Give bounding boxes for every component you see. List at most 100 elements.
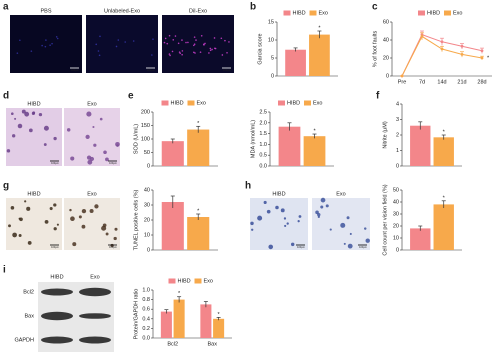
cell [51, 42, 53, 45]
significance-mark: * [197, 121, 200, 127]
x-tick-label: 7d [419, 79, 425, 85]
image-caption: HIBD [27, 191, 40, 197]
cell [116, 144, 119, 147]
cell [81, 224, 86, 229]
cell [283, 217, 287, 220]
y-axis-label: MDA (nmol/mL) [250, 120, 256, 158]
significance-mark: * [487, 55, 490, 61]
bar [303, 136, 326, 166]
blot-protein: Bcl2 [23, 289, 34, 295]
bar [410, 125, 431, 166]
y-tick-label: 100 [141, 136, 150, 142]
legend-label: HIBD [293, 10, 306, 16]
y-tick-label: 0.5 [259, 153, 267, 159]
y-tick-label: 1.5 [259, 131, 267, 137]
y-axis-label: % of foot faults [372, 31, 378, 68]
cell [174, 35, 177, 37]
cell [228, 41, 230, 43]
bar [278, 126, 301, 166]
y-tick-label: 2 [396, 132, 399, 138]
y-tick-label: 1 [396, 148, 399, 154]
cell [340, 222, 346, 228]
image-caption: HIBD [272, 191, 285, 197]
x-tick-label: Pre [398, 79, 407, 85]
y-axis-label: Garcia score [257, 33, 263, 64]
micrograph [10, 15, 82, 73]
cell [168, 53, 171, 55]
panel-label: f [376, 91, 380, 102]
cell [30, 50, 33, 52]
bar [433, 137, 454, 166]
cell [12, 134, 16, 138]
y-tick-label: 0 [386, 73, 389, 79]
blot-protein: GAPDH [14, 337, 34, 343]
cell [44, 220, 49, 224]
cell [6, 149, 11, 153]
cell [41, 44, 43, 47]
point [440, 40, 444, 44]
micrograph [64, 108, 120, 166]
cell [72, 242, 77, 247]
cell [45, 39, 47, 41]
cell [185, 41, 187, 44]
cell [103, 150, 107, 155]
cell [172, 39, 175, 41]
cell [181, 39, 183, 41]
y-tick-label: 0.0 [142, 335, 150, 341]
significance-mark: * [313, 128, 316, 134]
micrograph [6, 198, 62, 250]
image-caption: Exo [87, 101, 96, 107]
cell [268, 244, 274, 250]
cell [21, 109, 26, 114]
y-tick-label: 0.2 [142, 326, 150, 332]
y-tick-label: 30 [393, 211, 399, 217]
cell [18, 234, 22, 238]
legend-label: Exo [453, 10, 462, 16]
bar [309, 34, 330, 76]
y-tick-label: 50 [144, 150, 150, 156]
legend-swatch [168, 278, 176, 284]
cell [55, 36, 58, 38]
micrograph [162, 15, 234, 73]
bar [161, 202, 184, 250]
blot-band [41, 311, 73, 321]
cell [208, 52, 210, 54]
bar [285, 49, 306, 76]
legend-swatch [278, 100, 285, 106]
cell [178, 51, 181, 53]
legend-swatch [418, 10, 425, 16]
cell [99, 117, 103, 121]
cell [105, 157, 109, 162]
panel-label: e [128, 91, 134, 102]
cell [297, 220, 300, 223]
cell [26, 206, 31, 211]
scale-bar-label: 100μm [51, 246, 59, 249]
cell [113, 236, 117, 241]
scale-bar-label: 100μm [109, 162, 117, 165]
significance-mark: * [318, 25, 321, 31]
cell [209, 49, 212, 52]
cell [43, 143, 47, 146]
legend-swatch [444, 10, 451, 16]
y-tick-label: 40 [383, 37, 389, 43]
y-tick-label: 150 [141, 123, 150, 129]
legend-swatch [309, 10, 317, 16]
micrograph [250, 198, 308, 250]
cell [320, 197, 326, 203]
cell [195, 39, 197, 41]
cell [329, 228, 332, 231]
cell [49, 207, 53, 211]
y-tick-label: 0 [271, 73, 274, 79]
cell [53, 203, 57, 207]
y-tick-label: 30 [144, 202, 150, 208]
y-tick-label: 0 [147, 247, 150, 253]
y-tick-label: 0 [396, 163, 399, 169]
cell [117, 39, 120, 41]
significance-mark: * [443, 129, 446, 135]
y-tick-label: 2.5 [259, 109, 267, 115]
significance-mark: * [197, 208, 200, 214]
cell [8, 224, 11, 228]
cell [99, 35, 101, 38]
y-tick-label: 2.0 [259, 120, 267, 126]
